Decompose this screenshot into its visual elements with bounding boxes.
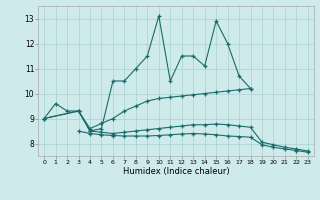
X-axis label: Humidex (Indice chaleur): Humidex (Indice chaleur) [123, 167, 229, 176]
